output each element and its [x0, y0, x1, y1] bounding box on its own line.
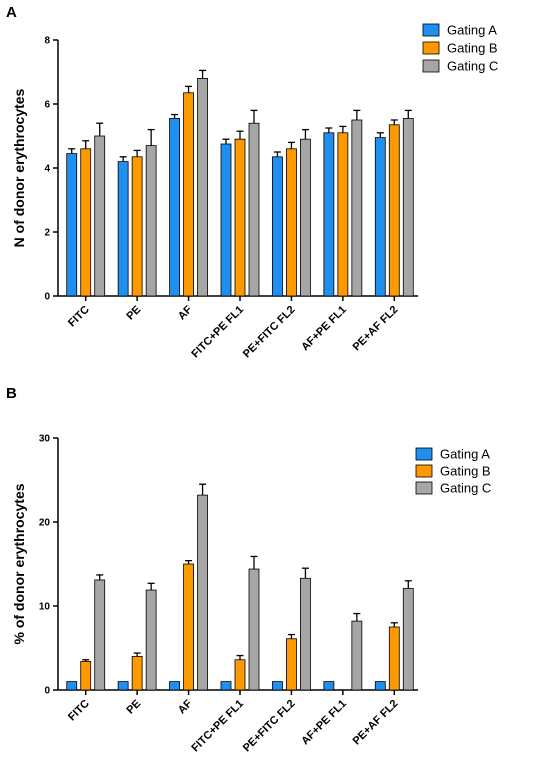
y-tick-label: 10	[39, 602, 51, 613]
x-tick-label: PE	[124, 304, 143, 323]
y-axis-title: % of donor erythrocytes	[11, 483, 27, 644]
bar-gating-a	[323, 132, 335, 297]
bar-gating-b	[286, 638, 297, 691]
y-tick-label: 6	[44, 100, 50, 111]
legend-swatch	[415, 447, 433, 461]
bar-gating-c	[248, 568, 260, 691]
legend-swatch	[415, 481, 433, 495]
bar-gating-b	[234, 138, 246, 297]
legend-label: Gating C	[440, 481, 491, 496]
chart-panel-a: A 0 2 4 6 8 N of donor erythrocytes FITC PE AFFIT…	[6, 4, 498, 360]
y-tick-label: 30	[39, 434, 51, 445]
bar-gating-c	[145, 589, 157, 691]
x-tick-label: PE+AF FL2	[351, 698, 401, 748]
y-tick-label: 4	[44, 164, 50, 175]
x-tick-label: FITC	[66, 698, 92, 724]
bar-gating-b	[234, 659, 246, 691]
chart-panel-b: B 0 10 20 30 % of donor erythrocytes FITC PE AFF…	[6, 385, 491, 754]
legend-label: Gating C	[447, 59, 498, 74]
bar-gating-a	[169, 118, 180, 297]
bar-gating-b	[80, 148, 92, 297]
y-tick-label: 0	[44, 292, 50, 303]
y-tick-label: 2	[44, 228, 50, 239]
bar-gating-b	[80, 661, 92, 691]
bar-gating-b	[388, 124, 400, 297]
y-tick-label: 20	[39, 518, 51, 529]
bar-gating-c	[94, 135, 106, 297]
x-tick-label: PE	[124, 698, 143, 717]
y-tick-label: 8	[44, 36, 50, 47]
bar-gating-a	[272, 156, 283, 297]
bar-gating-c	[300, 577, 311, 691]
legend-swatch	[422, 23, 440, 37]
panel-label: A	[6, 4, 17, 21]
legend-label: Gating A	[440, 447, 490, 462]
legend-swatch	[422, 59, 440, 73]
legend-label: Gating A	[447, 23, 497, 38]
bar-gating-c	[402, 587, 414, 691]
legend-swatch	[415, 464, 433, 478]
bar-gating-a	[66, 681, 78, 691]
legend: Gating A Gating B Gating C	[415, 447, 491, 496]
bar-gating-c	[351, 620, 363, 691]
x-tick-label: PE+AF FL2	[351, 304, 401, 354]
legend-label: Gating B	[440, 464, 491, 479]
bar-gating-a	[169, 681, 180, 691]
bar-gating-a	[220, 143, 232, 297]
legend: Gating A Gating B Gating C	[422, 23, 498, 74]
x-tick-label: AF+PE FL1	[299, 304, 349, 354]
bar-gating-c	[94, 579, 106, 691]
x-tick-label: FITC+PE FL1	[189, 304, 246, 361]
bar-gating-b	[183, 92, 194, 297]
panel-label: B	[6, 385, 17, 402]
bar-gating-b	[388, 626, 400, 691]
x-tick-label: FITC	[66, 304, 92, 330]
y-tick-label: 0	[44, 686, 50, 697]
x-tick-label: AF	[176, 303, 195, 322]
bar-gating-b	[131, 156, 143, 297]
bar-gating-a	[117, 161, 129, 297]
bar-gating-c	[300, 138, 311, 297]
bar-gating-a	[272, 681, 283, 691]
bar-gating-c	[197, 78, 208, 297]
bar-gating-a	[220, 681, 232, 691]
bar-gating-b	[286, 148, 297, 297]
legend-swatch	[422, 41, 440, 55]
legend-label: Gating B	[447, 41, 498, 56]
bar-gating-b	[337, 132, 349, 297]
bar-gating-a	[374, 137, 386, 297]
x-tick-label: PE+FITC FL2	[241, 698, 298, 755]
bar-gating-c	[197, 494, 208, 691]
bar-gating-c	[248, 122, 260, 297]
bar-gating-a	[66, 153, 78, 297]
bar-gating-a	[323, 681, 335, 691]
bar-gating-a	[374, 681, 386, 691]
bar-gating-c	[351, 119, 363, 297]
bar-gating-c	[402, 118, 414, 297]
x-tick-label: AF+PE FL1	[299, 698, 349, 748]
bar-gating-b	[131, 656, 143, 691]
y-axis-title: N of donor erythrocytes	[11, 88, 27, 247]
x-tick-label: PE+FITC FL2	[241, 304, 298, 361]
bar-gating-c	[145, 145, 157, 297]
bar-gating-b	[183, 563, 194, 691]
x-tick-label: AF	[176, 697, 195, 716]
x-tick-label: FITC+PE FL1	[189, 698, 246, 755]
bar-gating-a	[117, 681, 129, 691]
